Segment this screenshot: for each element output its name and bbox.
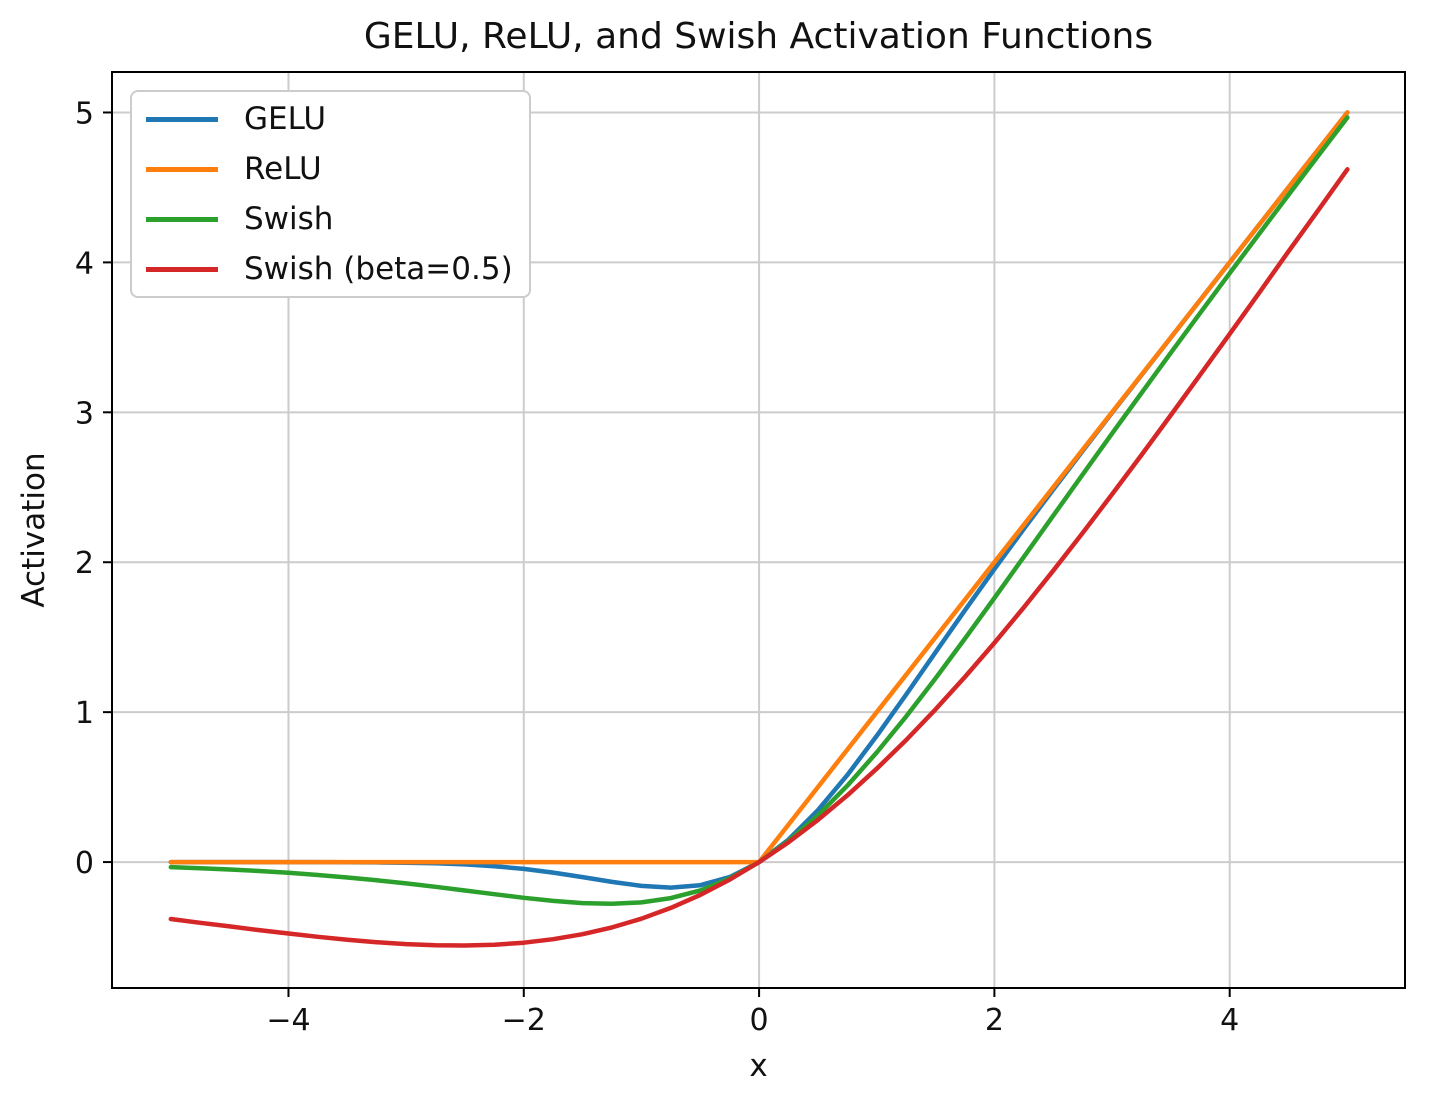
- legend-label: Swish (beta=0.5): [244, 251, 513, 287]
- legend-label: ReLU: [244, 151, 322, 187]
- legend-line-sample: [146, 216, 218, 222]
- legend-line-sample: [146, 266, 218, 272]
- legend-entry-gelu: GELU: [146, 94, 513, 144]
- legend-line-sample: [146, 166, 218, 172]
- y-tick-label: 4: [75, 246, 94, 281]
- y-tick-label: 5: [75, 96, 94, 131]
- legend-entry-swish-beta-0-5: Swish (beta=0.5): [146, 244, 513, 294]
- legend: GELU ReLU Swish Swish (beta=0.5): [130, 90, 531, 298]
- y-tick-label: 0: [75, 846, 94, 881]
- x-axis-label: x: [749, 1048, 768, 1084]
- x-tick-label: −4: [266, 1003, 310, 1038]
- x-tick-label: −2: [502, 1003, 546, 1038]
- legend-entry-relu: ReLU: [146, 144, 513, 194]
- y-tick-label: 2: [75, 546, 94, 581]
- legend-line-sample: [146, 116, 218, 122]
- legend-label: Swish: [244, 201, 334, 237]
- chart-title: GELU, ReLU, and Swish Activation Functio…: [363, 16, 1154, 57]
- x-tick-label: 2: [985, 1003, 1004, 1038]
- y-axis-label: Activation: [16, 452, 52, 608]
- series-line-swish-beta-0-5: [168, 167, 1350, 948]
- x-tick-label: 4: [1220, 1003, 1239, 1038]
- y-tick-label: 1: [75, 696, 94, 731]
- legend-label: GELU: [244, 101, 327, 137]
- legend-entry-swish: Swish: [146, 194, 513, 244]
- y-tick-label: 3: [75, 396, 94, 431]
- x-tick-label: 0: [750, 1003, 769, 1038]
